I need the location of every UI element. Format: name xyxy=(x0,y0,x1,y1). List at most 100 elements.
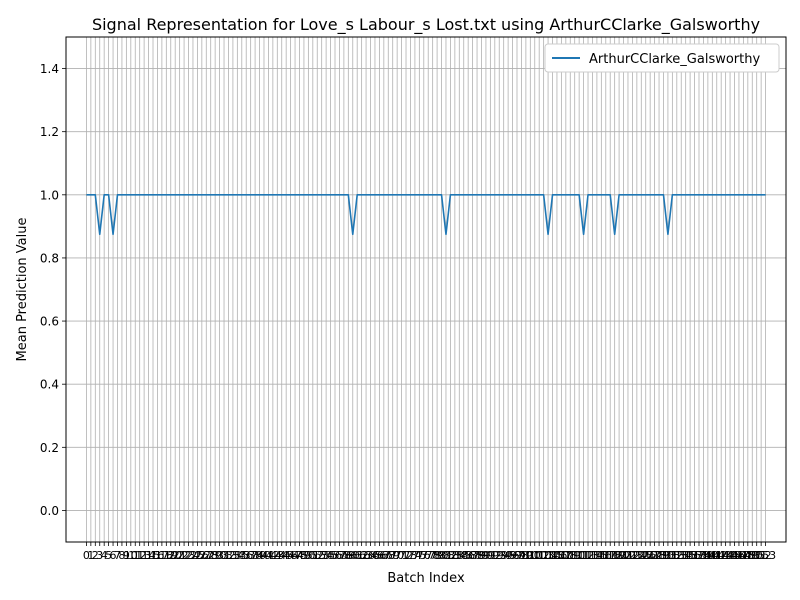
legend: ArthurCClarke_Galsworthy xyxy=(544,43,780,73)
x-tick-label: 77 xyxy=(421,549,435,562)
plot-frame xyxy=(65,36,787,543)
x-tick-label: 129 xyxy=(649,549,670,562)
x-tick-label: 97 xyxy=(510,549,524,562)
x-tick-label: 146 xyxy=(724,549,745,562)
x-tick-label: 81 xyxy=(439,549,453,562)
x-tick-label: 72 xyxy=(399,549,413,562)
x-tick-label: 55 xyxy=(324,549,338,562)
x-tick-label: 148 xyxy=(733,549,754,562)
x-tick-label: 139 xyxy=(693,549,714,562)
x-tick-label: 23 xyxy=(182,549,196,562)
x-tick-label: 56 xyxy=(328,549,342,562)
x-tick-label: 92 xyxy=(488,549,502,562)
x-tick-label: 32 xyxy=(221,549,235,562)
x-tick-label: 35 xyxy=(235,549,249,562)
x-tick-label: 140 xyxy=(697,549,718,562)
x-tick-label: 5 xyxy=(105,549,112,562)
x-tick-label: 147 xyxy=(728,549,749,562)
x-tick-label: 143 xyxy=(711,549,732,562)
x-tick-label: 120 xyxy=(609,549,630,562)
x-tick-label: 60 xyxy=(346,549,360,562)
x-tick-label: 33 xyxy=(226,549,240,562)
x-tick-label: 50 xyxy=(301,549,315,562)
x-tick-label: 138 xyxy=(688,549,709,562)
x-tick-label: 144 xyxy=(715,549,736,562)
x-tick-label: 52 xyxy=(310,549,324,562)
x-tick-label: 90 xyxy=(479,549,493,562)
y-tick-label: 0.2 xyxy=(40,441,59,455)
x-tick-label: 132 xyxy=(662,549,683,562)
y-axis-ticks: 0.0 0.2 0.4 0.6 0.8 1.0 1.2 1.4 xyxy=(40,62,66,518)
x-tick-label: 17 xyxy=(155,549,169,562)
x-tick-label: 82 xyxy=(443,549,457,562)
x-tick-label: 30 xyxy=(213,549,227,562)
series-layer xyxy=(86,194,766,236)
x-tick-label: 6 xyxy=(110,549,117,562)
x-tick-label: 27 xyxy=(199,549,213,562)
x-tick-label: 0 xyxy=(83,549,90,562)
x-tick-label: 106 xyxy=(546,549,567,562)
legend-box xyxy=(544,43,780,73)
x-tick-label: 145 xyxy=(720,549,741,562)
x-tick-label: 141 xyxy=(702,549,723,562)
x-tick-label: 110 xyxy=(564,549,585,562)
x-tick-label: 13 xyxy=(137,549,151,562)
x-tick-label: 111 xyxy=(569,549,590,562)
x-tick-label: 53 xyxy=(315,549,329,562)
x-tick-label: 22 xyxy=(177,549,191,562)
x-tick-label: 7 xyxy=(114,549,121,562)
x-tick-label: 37 xyxy=(244,549,258,562)
x-tick-label: 122 xyxy=(617,549,638,562)
x-axis-label: Batch Index xyxy=(387,571,465,586)
x-tick-label: 26 xyxy=(195,549,209,562)
x-tick-label: 150 xyxy=(742,549,763,562)
x-tick-label: 73 xyxy=(403,549,417,562)
x-tick-label: 101 xyxy=(524,549,545,562)
x-tick-label: 47 xyxy=(288,549,302,562)
x-tick-label: 41 xyxy=(261,549,275,562)
x-tick-label: 105 xyxy=(542,549,563,562)
x-tick-label: 9 xyxy=(123,549,130,562)
y-tick-label: 1.0 xyxy=(40,188,59,202)
x-tick-label: 112 xyxy=(573,549,594,562)
x-tick-label: 14 xyxy=(142,549,156,562)
x-tick-label: 102 xyxy=(529,549,550,562)
x-tick-label: 96 xyxy=(506,549,520,562)
x-tick-label: 64 xyxy=(364,549,378,562)
x-tick-label: 79 xyxy=(430,549,444,562)
x-tick-label: 4 xyxy=(101,549,108,562)
x-tick-label: 149 xyxy=(737,549,758,562)
x-tick-label: 24 xyxy=(186,549,200,562)
x-tick-label: 44 xyxy=(275,549,289,562)
x-tick-label: 11 xyxy=(128,549,142,562)
x-tick-label: 36 xyxy=(239,549,253,562)
x-tick-label: 85 xyxy=(457,549,471,562)
x-tick-label: 8 xyxy=(118,549,125,562)
x-tick-label: 75 xyxy=(412,549,426,562)
y-tick-label: 0.0 xyxy=(40,504,59,518)
x-tick-label: 121 xyxy=(613,549,634,562)
x-tick-label: 51 xyxy=(306,549,320,562)
x-tick-label: 108 xyxy=(555,549,576,562)
x-tick-label: 134 xyxy=(671,549,692,562)
y-tick-label: 1.4 xyxy=(40,62,59,76)
x-tick-label: 124 xyxy=(626,549,647,562)
x-tick-label: 117 xyxy=(595,549,616,562)
y-axis-label: Mean Prediction Value xyxy=(15,218,30,362)
x-tick-label: 113 xyxy=(578,549,599,562)
x-tick-label: 46 xyxy=(284,549,298,562)
x-tick-label: 18 xyxy=(159,549,173,562)
x-tick-label: 69 xyxy=(386,549,400,562)
x-tick-label: 43 xyxy=(270,549,284,562)
x-axis-ticks: 0123456789101112131415161718192021222324… xyxy=(83,542,776,562)
x-tick-label: 54 xyxy=(319,549,333,562)
x-tick-label: 131 xyxy=(657,549,678,562)
x-tick-label: 19 xyxy=(164,549,178,562)
x-tick-label: 16 xyxy=(150,549,164,562)
x-tick-label: 58 xyxy=(337,549,351,562)
x-tick-label: 40 xyxy=(257,549,271,562)
x-tick-label: 99 xyxy=(519,549,533,562)
x-tick-label: 31 xyxy=(217,549,231,562)
